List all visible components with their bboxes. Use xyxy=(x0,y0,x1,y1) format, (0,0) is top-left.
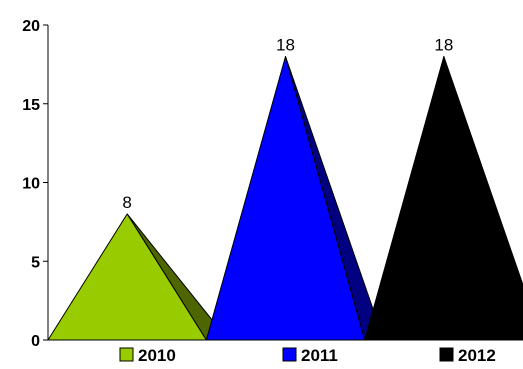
data-labels: 8 18 18 xyxy=(122,36,453,213)
pyramid-bar-2010 xyxy=(47,213,207,341)
data-label-2011: 18 xyxy=(276,36,295,55)
pyramid-bar-2012 xyxy=(364,56,523,341)
y-tick-label: 10 xyxy=(22,176,40,193)
y-tick-label: 20 xyxy=(22,18,40,35)
legend-label-2012: 2012 xyxy=(458,346,496,365)
legend-swatch-2010 xyxy=(119,347,134,362)
y-tick-label: 15 xyxy=(22,97,40,114)
y-axis-ticks: 0 5 10 15 20 xyxy=(22,18,48,350)
legend: 2010 2011 2012 xyxy=(119,346,496,365)
pyramid-bar-2011 xyxy=(205,56,366,341)
data-label-2012: 18 xyxy=(434,36,453,55)
y-tick-label: 5 xyxy=(31,254,40,271)
data-label-2010: 8 xyxy=(122,193,131,212)
y-tick-label: 0 xyxy=(31,333,40,350)
legend-swatch-2011 xyxy=(282,347,297,362)
legend-label-2010: 2010 xyxy=(138,346,176,365)
pyramid-series xyxy=(47,56,523,341)
legend-swatch-2012 xyxy=(439,347,454,362)
legend-label-2011: 2011 xyxy=(301,346,338,365)
